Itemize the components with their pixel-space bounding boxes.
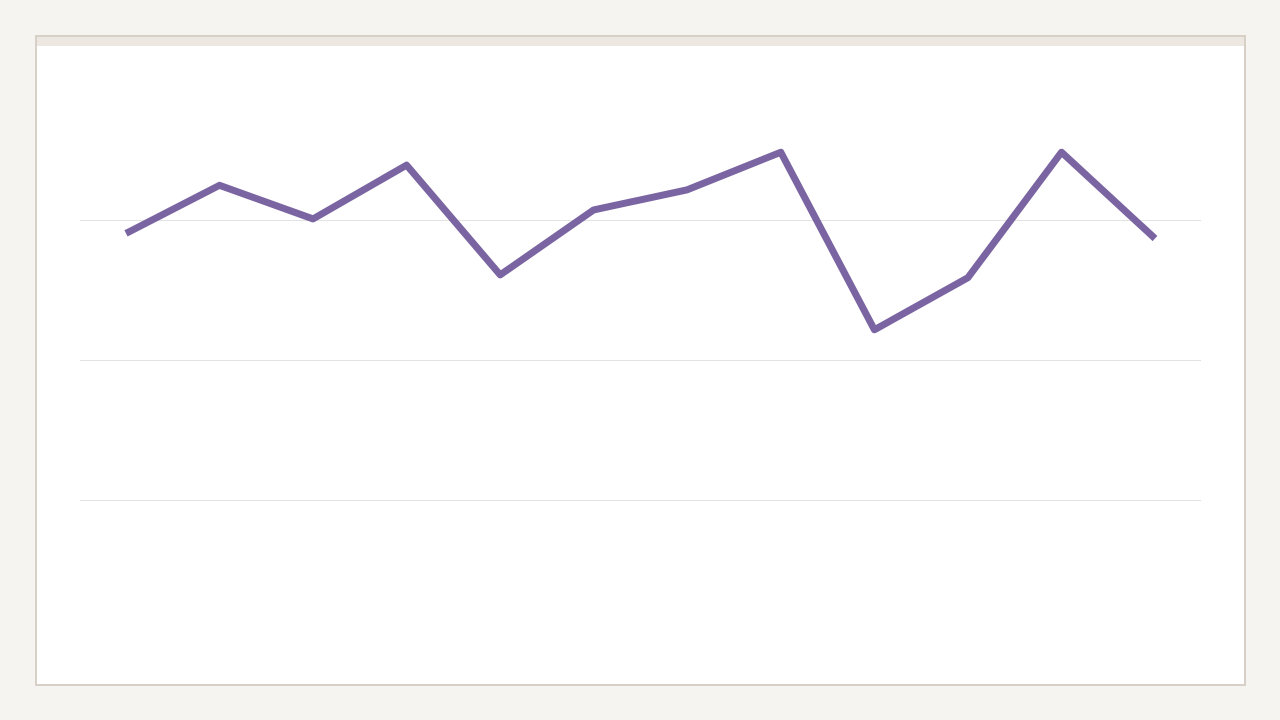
line-chart (80, 148, 1201, 501)
series-layer (124, 148, 1158, 334)
gridlines (80, 220, 1201, 501)
series-line (124, 148, 1158, 334)
chart-card (35, 35, 1246, 686)
card-top-strip (37, 37, 1244, 46)
